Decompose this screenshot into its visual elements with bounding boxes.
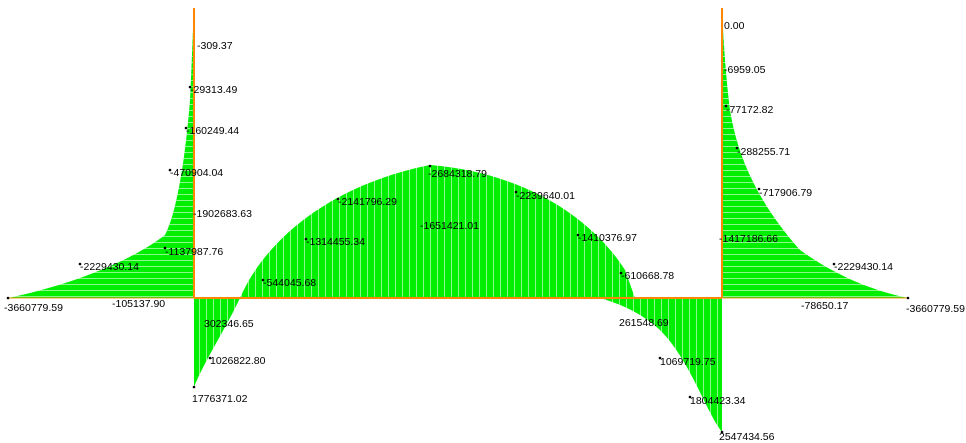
value-label: -1314455.34: [306, 236, 365, 248]
value-label: -2684318.79: [428, 168, 487, 180]
value-label: -160249.44: [186, 125, 239, 137]
value-marker: [906, 296, 910, 300]
value-label: 261548.69: [619, 317, 669, 329]
value-label: -105137.90: [112, 298, 165, 310]
value-marker: [688, 395, 692, 399]
value-markers: [6, 85, 910, 434]
value-label: -3660779.59: [906, 303, 965, 315]
left-negative-region: [8, 8, 194, 298]
value-label: -78650.17: [801, 300, 848, 312]
value-marker: [735, 146, 739, 150]
value-label: -717906.79: [759, 187, 812, 199]
left-positive-region: [194, 298, 240, 387]
value-marker: [724, 104, 728, 108]
value-label: -3660779.59: [4, 302, 63, 314]
value-labels: 0.00 -309.37 -29313.49 -160249.44 -47090…: [4, 20, 965, 443]
value-marker: [261, 278, 265, 282]
value-label: -470904.04: [170, 167, 223, 179]
value-marker: [720, 430, 724, 434]
value-marker: [336, 197, 340, 201]
value-label: -1902683.63: [193, 208, 252, 220]
value-label: 0.00: [724, 20, 745, 32]
value-label: -1410376.97: [578, 232, 637, 244]
value-marker: [163, 246, 167, 250]
value-marker: [78, 262, 82, 266]
value-label: 2547434.56: [719, 431, 775, 443]
value-label: -2229430.14: [80, 261, 139, 273]
value-marker: [184, 126, 188, 130]
value-marker: [168, 168, 172, 172]
value-label: -77172.82: [726, 104, 773, 116]
right-negative-region: [722, 8, 908, 298]
value-marker: [208, 356, 212, 360]
value-label: -1137987.76: [165, 246, 223, 258]
value-marker: [658, 356, 662, 360]
value-marker: [514, 190, 518, 194]
value-label: 302346.65: [204, 318, 254, 330]
value-label: 1776371.02: [192, 393, 248, 405]
value-label: -1651421.01: [420, 220, 479, 232]
value-label: -2141796.29: [338, 196, 397, 208]
value-marker: [428, 164, 432, 168]
value-label: -6959.05: [724, 64, 766, 76]
value-marker: [304, 237, 308, 241]
value-label: 1804423.34: [690, 395, 746, 407]
value-marker: [757, 187, 761, 191]
value-marker: [192, 385, 196, 389]
value-marker: [576, 233, 580, 237]
value-label: -2239640.01: [516, 190, 575, 202]
value-marker: [832, 262, 836, 266]
right-positive-region: [600, 298, 722, 432]
value-label: -309.37: [197, 40, 233, 52]
value-marker: [619, 271, 623, 275]
value-marker: [6, 296, 10, 300]
value-marker: [188, 85, 192, 89]
value-label: -544045.68: [263, 277, 316, 289]
value-label: -288255.71: [737, 146, 790, 158]
value-label: 1069719.75: [660, 356, 716, 368]
value-label: -2229430.14: [834, 261, 893, 273]
value-label: -1417186.66: [719, 233, 778, 245]
value-label: 1026822.80: [210, 355, 266, 367]
value-label: -610668.78: [621, 270, 674, 282]
value-label: -29313.49: [190, 84, 237, 96]
